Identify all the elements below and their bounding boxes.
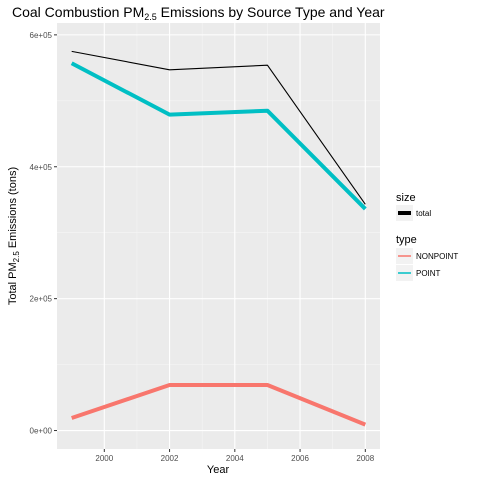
- series-lines: [70, 50, 367, 427]
- legend-type: type NONPOINT POINT: [396, 234, 458, 281]
- x-axis: 2000 2002 2004 2006 2008: [95, 449, 375, 463]
- chart-title: Coal Combustion PM2.5 Emissions by Sourc…: [12, 4, 385, 22]
- grid: [57, 23, 380, 449]
- y-tick-label: 4e+05: [30, 163, 53, 172]
- plot-panel: [57, 23, 380, 449]
- x-tick-label: 2008: [356, 454, 374, 463]
- legend-type-title: type: [396, 234, 417, 246]
- legend-size-title: size: [396, 192, 416, 204]
- y-axis-label: Total PM2.5 Emissions (tons): [7, 167, 21, 305]
- y-tick-label: 2e+05: [30, 295, 53, 304]
- y-tick-label: 0e+00: [30, 427, 53, 436]
- legend-size: size total: [396, 192, 431, 221]
- legend-label-point: POINT: [416, 269, 441, 278]
- y-axis: 0e+00 2e+05 4e+05 6e+05: [30, 31, 57, 436]
- legend-label-total: total: [416, 209, 431, 218]
- series-line-point: [70, 61, 367, 211]
- series-line-total: [71, 50, 366, 205]
- y-tick-label: 6e+05: [30, 31, 53, 40]
- x-tick-label: 2000: [95, 454, 113, 463]
- x-tick-label: 2004: [226, 454, 244, 463]
- x-tick-label: 2006: [291, 454, 309, 463]
- series-line-nonpoint: [71, 383, 367, 427]
- legend-label-nonpoint: NONPOINT: [416, 252, 458, 261]
- x-axis-label: Year: [207, 464, 230, 476]
- x-tick-label: 2002: [161, 454, 179, 463]
